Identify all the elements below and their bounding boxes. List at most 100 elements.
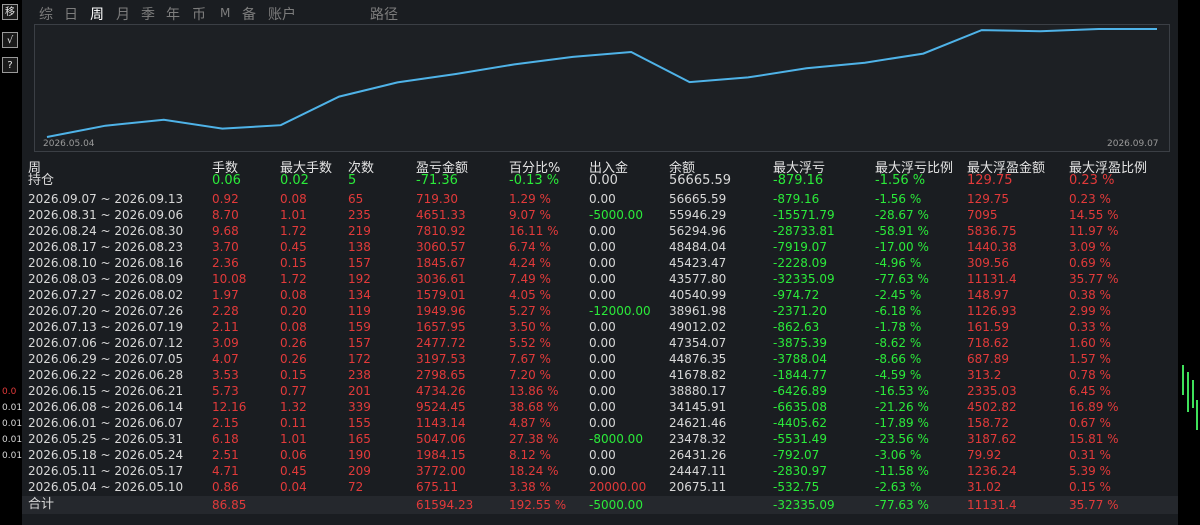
total-max-drawdown: -32335.09 (773, 498, 835, 512)
header-pnl: 盈亏金额 (416, 161, 469, 176)
row-max-lots: 0.45 (280, 464, 307, 478)
table-row: 2026.08.10 ~ 2026.08.16 2.36 0.15 157 1845.6… (22, 255, 1178, 271)
row-max-drawdown: -6426.89 (773, 384, 827, 398)
row-max-profit-ratio: 0.67 % (1069, 416, 1111, 430)
row-balance: 56665.59 (669, 192, 727, 206)
row-balance: 49012.02 (669, 320, 727, 334)
tab-path[interactable]: 路径 (370, 7, 398, 23)
row-count: 235 (348, 208, 371, 222)
row-max-profit: 5836.75 (967, 224, 1017, 238)
row-week: 2026.09.07 ~ 2026.09.13 (28, 192, 184, 206)
row-balance: 44876.35 (669, 352, 727, 366)
table-row: 2026.08.03 ~ 2026.08.09 10.08 1.72 192 3036.… (22, 271, 1178, 287)
row-pnl: 3036.61 (416, 272, 466, 286)
row-max-lots: 1.01 (280, 208, 307, 222)
row-max-profit: 313.2 (967, 368, 1002, 382)
row-count: 190 (348, 448, 371, 462)
tab-month[interactable]: 月 (116, 7, 130, 23)
tab-overview[interactable]: 综 (39, 7, 53, 23)
row-deposit: 0.00 (589, 464, 616, 478)
tab-day[interactable]: 日 (64, 7, 78, 23)
tab-quarter[interactable]: 季 (141, 7, 155, 23)
row-max-drawdown-ratio: -4.59 % (875, 368, 922, 382)
row-max-profit: 158.72 (967, 416, 1009, 430)
row-max-profit-ratio: 5.39 % (1069, 464, 1111, 478)
row-pnl: 1143.14 (416, 416, 466, 430)
table-row: 2026.05.11 ~ 2026.05.17 4.71 0.45 209 3772.0… (22, 463, 1178, 479)
row-week: 2026.08.03 ~ 2026.08.09 (28, 272, 184, 286)
row-max-drawdown-ratio: -77.63 % (875, 272, 929, 286)
row-max-lots: 0.04 (280, 480, 307, 494)
tab-week[interactable]: 周 (90, 7, 104, 23)
check-button[interactable]: √ (2, 32, 18, 48)
row-max-drawdown-ratio: -8.66 % (875, 352, 922, 366)
row-deposit: 0.00 (589, 336, 616, 350)
row-deposit: 0.00 (589, 320, 616, 334)
row-percent: 5.27 % (509, 304, 551, 318)
row-lots: 2.36 (212, 256, 239, 270)
row-deposit: 0.00 (589, 240, 616, 254)
equity-line-svg (46, 28, 1157, 138)
row-deposit: 0.00 (589, 352, 616, 366)
row-max-profit: 1126.93 (967, 304, 1017, 318)
left-number: 0.01 (2, 403, 23, 413)
row-max-drawdown: -28733.81 (773, 224, 835, 238)
row-max-drawdown-ratio: -21.26 % (875, 400, 929, 414)
row-lots: 1.97 (212, 288, 239, 302)
row-balance: 56665.59 (669, 173, 732, 188)
row-count: 157 (348, 336, 371, 350)
row-count: 172 (348, 352, 371, 366)
row-pnl: 5047.06 (416, 432, 466, 446)
header-percent: 百分比% (509, 161, 561, 176)
header-lots: 手数 (212, 161, 239, 176)
row-max-drawdown-ratio: -23.56 % (875, 432, 929, 446)
total-max-drawdown-ratio: -77.63 % (875, 498, 929, 512)
row-pnl: 7810.92 (416, 224, 466, 238)
row-max-profit-ratio: 15.81 % (1069, 432, 1119, 446)
row-lots: 10.08 (212, 272, 247, 286)
table-row: 2026.06.01 ~ 2026.06.07 2.15 0.11 155 1143.1… (22, 415, 1178, 431)
move-button[interactable]: 移 (2, 4, 18, 20)
tab-account[interactable]: 账户 (268, 7, 296, 23)
row-max-profit: 1440.38 (967, 240, 1017, 254)
row-lots: 3.09 (212, 336, 239, 350)
row-count: 65 (348, 192, 364, 206)
row-max-lots: 0.77 (280, 384, 307, 398)
row-week: 2026.07.20 ~ 2026.07.26 (28, 304, 184, 318)
row-balance: 56294.96 (669, 224, 727, 238)
row-balance: 20675.11 (669, 480, 727, 494)
row-max-profit-ratio: 3.09 % (1069, 240, 1111, 254)
row-balance: 24621.46 (669, 416, 727, 430)
tab-currency[interactable]: 币 (192, 7, 206, 23)
table-row: 2026.05.25 ~ 2026.05.31 6.18 1.01 165 5047.0… (22, 431, 1178, 447)
total-deposit: -5000.00 (589, 498, 643, 512)
row-max-profit-ratio: 0.23 % (1069, 173, 1115, 188)
row-pnl: 2477.72 (416, 336, 466, 350)
row-lots: 3.70 (212, 240, 239, 254)
row-max-profit: 129.75 (967, 192, 1009, 206)
row-max-profit-ratio: 0.69 % (1069, 256, 1111, 270)
row-pnl: 1657.95 (416, 320, 466, 334)
row-max-lots: 1.72 (280, 224, 307, 238)
row-max-profit: 31.02 (967, 480, 1002, 494)
row-max-profit: 1236.24 (967, 464, 1017, 478)
tab-notes[interactable]: 备 (242, 7, 256, 23)
tab-m[interactable]: M (220, 6, 231, 20)
row-count: 155 (348, 416, 371, 430)
row-pnl: 675.11 (416, 480, 458, 494)
row-max-drawdown: -7919.07 (773, 240, 827, 254)
holding-row: 持仓 0.06 0.02 5 -71.36 -0.13 % 0.00 56665.59 -879… (22, 173, 1178, 189)
tab-year[interactable]: 年 (166, 7, 180, 23)
row-max-drawdown: -974.72 (773, 288, 820, 302)
row-percent: 6.74 % (509, 240, 551, 254)
row-balance: 24447.11 (669, 464, 727, 478)
row-deposit: 0.00 (589, 288, 616, 302)
row-percent: -0.13 % (509, 173, 560, 188)
help-button[interactable]: ? (2, 57, 18, 73)
row-deposit: 0.00 (589, 400, 616, 414)
row-max-profit-ratio: 2.99 % (1069, 304, 1111, 318)
row-max-drawdown-ratio: -2.63 % (875, 480, 922, 494)
row-max-profit: 79.92 (967, 448, 1002, 462)
total-label: 合计 (28, 497, 55, 512)
row-max-drawdown: -4405.62 (773, 416, 827, 430)
